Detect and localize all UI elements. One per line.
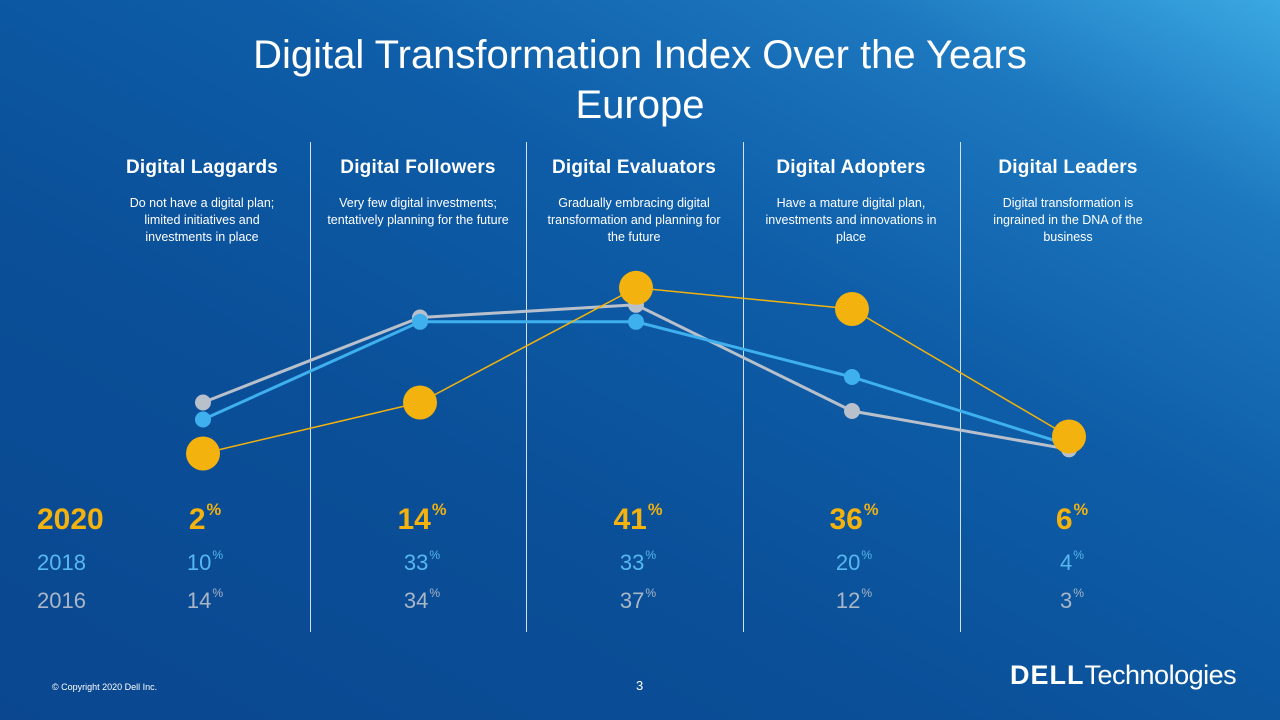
data-point-2020 bbox=[835, 292, 869, 326]
category-description: Have a mature digital plan, investments … bbox=[765, 196, 937, 244]
category-description: Very few digital investments; tentativel… bbox=[327, 196, 509, 227]
category-evaluators: Digital Evaluators Gradually embracing d… bbox=[526, 155, 742, 246]
category-title: Digital Adopters bbox=[776, 157, 926, 178]
category-title: Digital Evaluators bbox=[551, 157, 717, 178]
data-point-2018 bbox=[844, 369, 860, 385]
category-description: Digital transformation is ingrained in t… bbox=[993, 196, 1143, 244]
dell-technologies-logo: DELLTechnologies bbox=[1010, 660, 1237, 690]
data-point-2018 bbox=[412, 313, 428, 330]
title-line-2: Europe bbox=[575, 83, 705, 127]
value-2020-1: 14% bbox=[397, 501, 447, 536]
value-2020-3: 36% bbox=[829, 501, 879, 536]
value-2018-0: 10% bbox=[186, 548, 224, 575]
value-2016-4: 3% bbox=[1059, 586, 1084, 613]
chart-title: Digital Transformation Index Over the Ye… bbox=[0, 30, 1280, 130]
column-divider bbox=[526, 142, 527, 632]
data-point-2016 bbox=[195, 394, 211, 411]
value-2018-2: 33% bbox=[619, 548, 657, 575]
value-2020-0: 2% bbox=[188, 501, 222, 536]
row-label-2020: 2020 bbox=[37, 503, 104, 536]
page-number: 3 bbox=[636, 678, 644, 693]
title-line-1: Digital Transformation Index Over the Ye… bbox=[253, 33, 1027, 77]
category-title: Digital Followers bbox=[340, 157, 496, 178]
value-2018-3: 20% bbox=[835, 548, 873, 575]
category-followers: Digital Followers Very few digital inves… bbox=[310, 155, 526, 229]
column-divider bbox=[310, 142, 311, 632]
column-divider bbox=[960, 142, 961, 632]
data-point-2018 bbox=[195, 411, 211, 428]
data-point-2016 bbox=[844, 403, 860, 419]
column-divider bbox=[743, 142, 744, 632]
row-label-2018: 2018 bbox=[37, 550, 86, 575]
row-label-2016: 2016 bbox=[37, 588, 86, 613]
value-2018-1: 33% bbox=[403, 548, 441, 575]
category-description: Gradually embracing digital transformati… bbox=[547, 196, 721, 244]
category-leaders: Digital Leaders Digital transformation i… bbox=[960, 155, 1176, 246]
value-2020-2: 41% bbox=[613, 501, 663, 536]
value-2016-1: 34% bbox=[403, 586, 441, 613]
value-2020-4: 6% bbox=[1055, 501, 1089, 536]
data-point-2020 bbox=[619, 270, 653, 305]
copyright: © Copyright 2020 Dell Inc. bbox=[52, 682, 158, 692]
value-2018-4: 4% bbox=[1059, 548, 1084, 575]
data-point-2020 bbox=[403, 385, 437, 420]
value-2016-0: 14% bbox=[186, 586, 224, 613]
value-2016-2: 37% bbox=[619, 586, 657, 613]
data-point-2020 bbox=[186, 436, 220, 471]
data-point-2020 bbox=[1052, 419, 1086, 454]
category-description: Do not have a digital plan; limited init… bbox=[129, 196, 275, 244]
value-2016-3: 12% bbox=[835, 586, 873, 613]
data-point-2018 bbox=[628, 313, 644, 330]
category-title: Digital Laggards bbox=[125, 157, 279, 178]
category-adopters: Digital Adopters Have a mature digital p… bbox=[743, 155, 959, 246]
category-laggards: Digital Laggards Do not have a digital p… bbox=[94, 155, 310, 246]
category-title: Digital Leaders bbox=[998, 157, 1138, 178]
